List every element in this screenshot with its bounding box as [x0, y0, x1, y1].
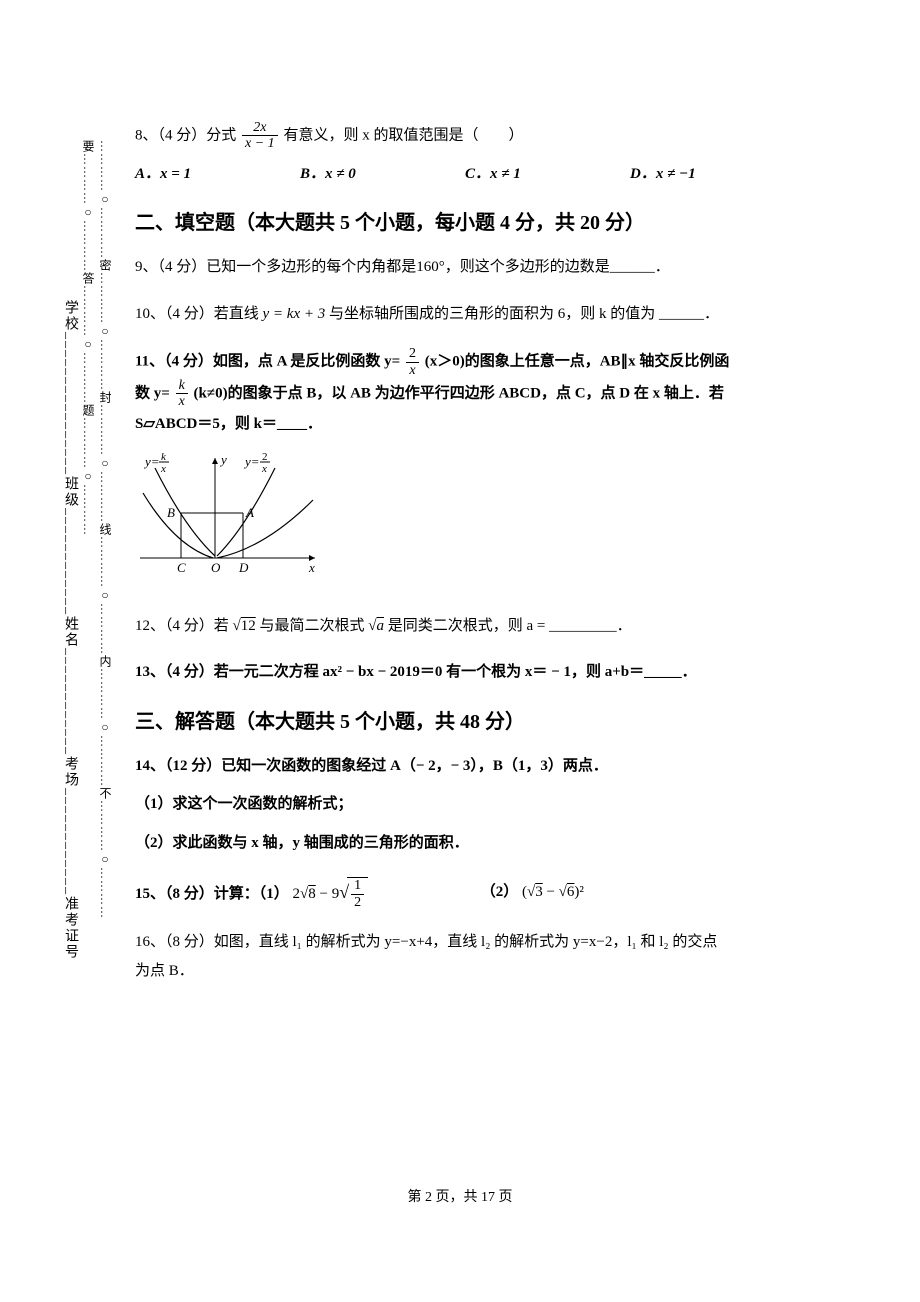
q14-main: 14、（12 分）已知一次函数的图象经过 A（− 2，− 3），B（1，3）两点… — [135, 758, 608, 774]
q12-rad1: √12 — [233, 618, 256, 634]
q15-rfrac-den: 2 — [351, 895, 364, 910]
q10-mid: 与坐标轴所围成的三角形的面积为 6，则 k 的值为 — [329, 306, 655, 322]
q15-rfrac-num: 1 — [351, 878, 364, 894]
svg-text:y: y — [219, 452, 227, 467]
question-16: 16、（8 分）如图，直线 l₁ 的解析式为 y=−x+4，直线 l₂ 的解析式… — [135, 928, 795, 985]
q8-opt-c: C．x ≠ 1 — [465, 160, 630, 189]
q15-expr2: (√3 − √6)² — [522, 884, 584, 900]
binding-margin: 学校________________班级____________姓名______… — [60, 140, 110, 960]
q15-part2-label: （2） — [481, 884, 519, 900]
svg-text:k: k — [161, 451, 167, 463]
q11-line2-mid: (k≠0)的图象于点 B，以 AB 为边作平行四边形 ABCD，点 C，点 D … — [194, 385, 724, 401]
q11-line3: S▱ABCD＝5，则 k＝____． — [135, 416, 322, 432]
q11-line2-pre: 数 y= — [135, 385, 170, 401]
question-11: 11、（4 分）如图，点 A 是反比例函数 y= 2 x (x＞0)的图象上任意… — [135, 346, 795, 594]
page-footer: 第 2 页，共 17 页 — [0, 1186, 920, 1206]
q10-suffix: ______． — [659, 306, 719, 322]
question-10: 10、（4 分）若直线 y = kx + 3 与坐标轴所围成的三角形的面积为 6… — [135, 300, 795, 329]
q8-opt-a: A．x = 1 — [135, 160, 300, 189]
q8-opt-d: D．x ≠ −1 — [630, 160, 795, 189]
binding-fields: 学校________________班级____________姓名______… — [60, 140, 80, 960]
binding-seal-line: …………○…………密…………○…………封…………○…………线…………○…………内… — [80, 140, 114, 960]
q10-prefix: 10、（4 分）若直线 — [135, 306, 263, 322]
q11-graph: y=kxy=2xyxBACOD — [135, 448, 795, 594]
section-3-title: 三、解答题（本大题共 5 个小题，共 48 分） — [135, 705, 795, 734]
q16-line2: 为点 B． — [135, 963, 194, 979]
svg-text:x: x — [261, 463, 267, 475]
q11-line1-pre: 11、（4 分）如图，点 A 是反比例函数 y= — [135, 354, 400, 370]
svg-text:x: x — [160, 463, 166, 475]
svg-text:D: D — [238, 560, 249, 575]
q8-frac-den: x − 1 — [242, 136, 278, 151]
q11-frac2-num: k — [176, 378, 188, 394]
q11-line1-mid: (x＞0)的图象上任意一点，AB∥x 轴交反比例函 — [425, 354, 730, 370]
q12-mid: 与最简二次根式 — [260, 618, 369, 634]
question-12: 12、（4 分）若 √12 与最简二次根式 √a 是同类二次根式，则 a = _… — [135, 612, 795, 641]
q8-fraction: 2x x − 1 — [242, 120, 278, 152]
question-14: 14、（12 分）已知一次函数的图象经过 A（− 2，− 3），B（1，3）两点… — [135, 752, 795, 858]
q14-p2: （2）求此函数与 x 轴，y 轴围成的三角形的面积． — [135, 829, 795, 858]
q8-opt-b: B．x ≠ 0 — [300, 160, 465, 189]
svg-text:y=: y= — [143, 454, 160, 469]
q12-suffix: 是同类二次根式，则 a = _________． — [388, 618, 632, 634]
svg-text:y=: y= — [243, 454, 260, 469]
question-13: 13、（4 分）若一元二次方程 ax² − bx − 2019＝0 有一个根为 … — [135, 658, 795, 687]
svg-text:B: B — [167, 505, 175, 520]
q8-options: A．x = 1 B．x ≠ 0 C．x ≠ 1 D．x ≠ −1 — [135, 160, 795, 189]
question-15: 15、（8 分）计算：（1） 2√8 − 9√12 （2） (√3 − √6)² — [135, 875, 795, 910]
svg-text:2: 2 — [262, 451, 268, 463]
q8-frac-num: 2x — [242, 120, 278, 136]
q10-eq: y = kx + 3 — [263, 306, 326, 322]
q12-rad2: √a — [368, 618, 384, 634]
svg-text:O: O — [211, 560, 221, 575]
main-content: 8、（4 分）分式 2x x − 1 有意义，则 x 的取值范围是（ ） A．x… — [135, 120, 795, 1003]
question-8: 8、（4 分）分式 2x x − 1 有意义，则 x 的取值范围是（ ） A．x… — [135, 120, 795, 188]
svg-text:C: C — [177, 560, 186, 575]
q11-frac1-num: 2 — [406, 346, 419, 362]
svg-text:A: A — [245, 505, 254, 520]
q11-frac1-den: x — [406, 363, 419, 378]
q11-frac2: k x — [176, 378, 188, 410]
q15-radical: √12 — [339, 875, 368, 910]
question-9: 9、（4 分）已知一个多边形的每个内角都是160°，则这个多边形的边数是____… — [135, 253, 795, 282]
q11-graph-svg: y=kxy=2xyxBACOD — [135, 448, 325, 583]
section-2-title: 二、填空题（本大题共 5 个小题，每小题 4 分，共 20 分） — [135, 206, 795, 235]
q12-prefix: 12、（4 分）若 — [135, 618, 233, 634]
q14-p1: （1）求这个一次函数的解析式； — [135, 790, 795, 819]
q11-frac2-den: x — [176, 394, 188, 409]
svg-text:x: x — [308, 560, 315, 575]
q15-expr1a: 2√8 − 9 — [293, 886, 340, 902]
q11-frac1: 2 x — [406, 346, 419, 378]
q8-suffix: 有意义，则 x 的取值范围是（ ） — [283, 127, 523, 143]
q16-line1: 16、（8 分）如图，直线 l₁ 的解析式为 y=−x+4，直线 l₂ 的解析式… — [135, 934, 717, 950]
q15-prefix: 15、（8 分）计算：（1） — [135, 886, 289, 902]
q8-prefix: 8、（4 分）分式 — [135, 127, 236, 143]
